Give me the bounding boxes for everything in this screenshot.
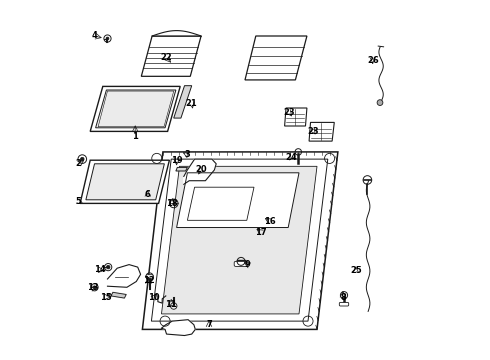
Polygon shape [151,159,328,321]
Polygon shape [187,187,254,220]
Text: 23: 23 [283,108,294,117]
Text: 18: 18 [167,199,178,208]
Circle shape [377,100,383,105]
Polygon shape [162,320,196,336]
Text: 17: 17 [255,228,267,237]
Circle shape [106,37,109,40]
Polygon shape [107,265,141,287]
Text: 1: 1 [132,132,138,141]
Text: 22: 22 [161,53,172,62]
Polygon shape [80,160,170,203]
Polygon shape [90,86,180,131]
Circle shape [80,157,84,161]
Polygon shape [184,159,216,184]
FancyBboxPatch shape [339,302,349,306]
Text: 24: 24 [285,153,297,162]
Polygon shape [98,91,174,127]
Text: 25: 25 [350,266,362,275]
Text: 21: 21 [186,99,197,108]
Circle shape [93,286,96,289]
Polygon shape [162,166,317,314]
Polygon shape [96,90,176,128]
Polygon shape [86,164,164,200]
Text: 3: 3 [185,150,190,159]
Text: 4: 4 [92,31,98,40]
Text: 16: 16 [264,217,276,226]
Text: 2: 2 [76,159,82,168]
Text: 9: 9 [245,260,251,269]
Polygon shape [176,167,187,171]
Text: 13: 13 [87,284,99,292]
Polygon shape [245,36,307,80]
Text: 14: 14 [95,266,106,274]
Polygon shape [111,292,126,298]
Text: 23: 23 [308,127,319,136]
Text: 10: 10 [148,292,160,302]
Text: 15: 15 [100,292,112,302]
Text: 12: 12 [143,276,154,284]
Text: 11: 11 [165,300,177,309]
Text: 8: 8 [340,292,346,302]
Text: 19: 19 [171,156,182,165]
Text: 6: 6 [145,190,151,199]
Polygon shape [174,86,192,118]
Text: 7: 7 [206,320,212,329]
Circle shape [106,265,110,269]
Text: 20: 20 [196,165,207,174]
FancyBboxPatch shape [146,275,153,278]
Text: 26: 26 [367,56,379,65]
Polygon shape [285,108,307,126]
Polygon shape [141,36,201,76]
Text: 5: 5 [76,197,82,206]
Polygon shape [143,152,338,329]
Polygon shape [309,122,334,141]
FancyBboxPatch shape [234,261,248,266]
Polygon shape [176,173,299,228]
